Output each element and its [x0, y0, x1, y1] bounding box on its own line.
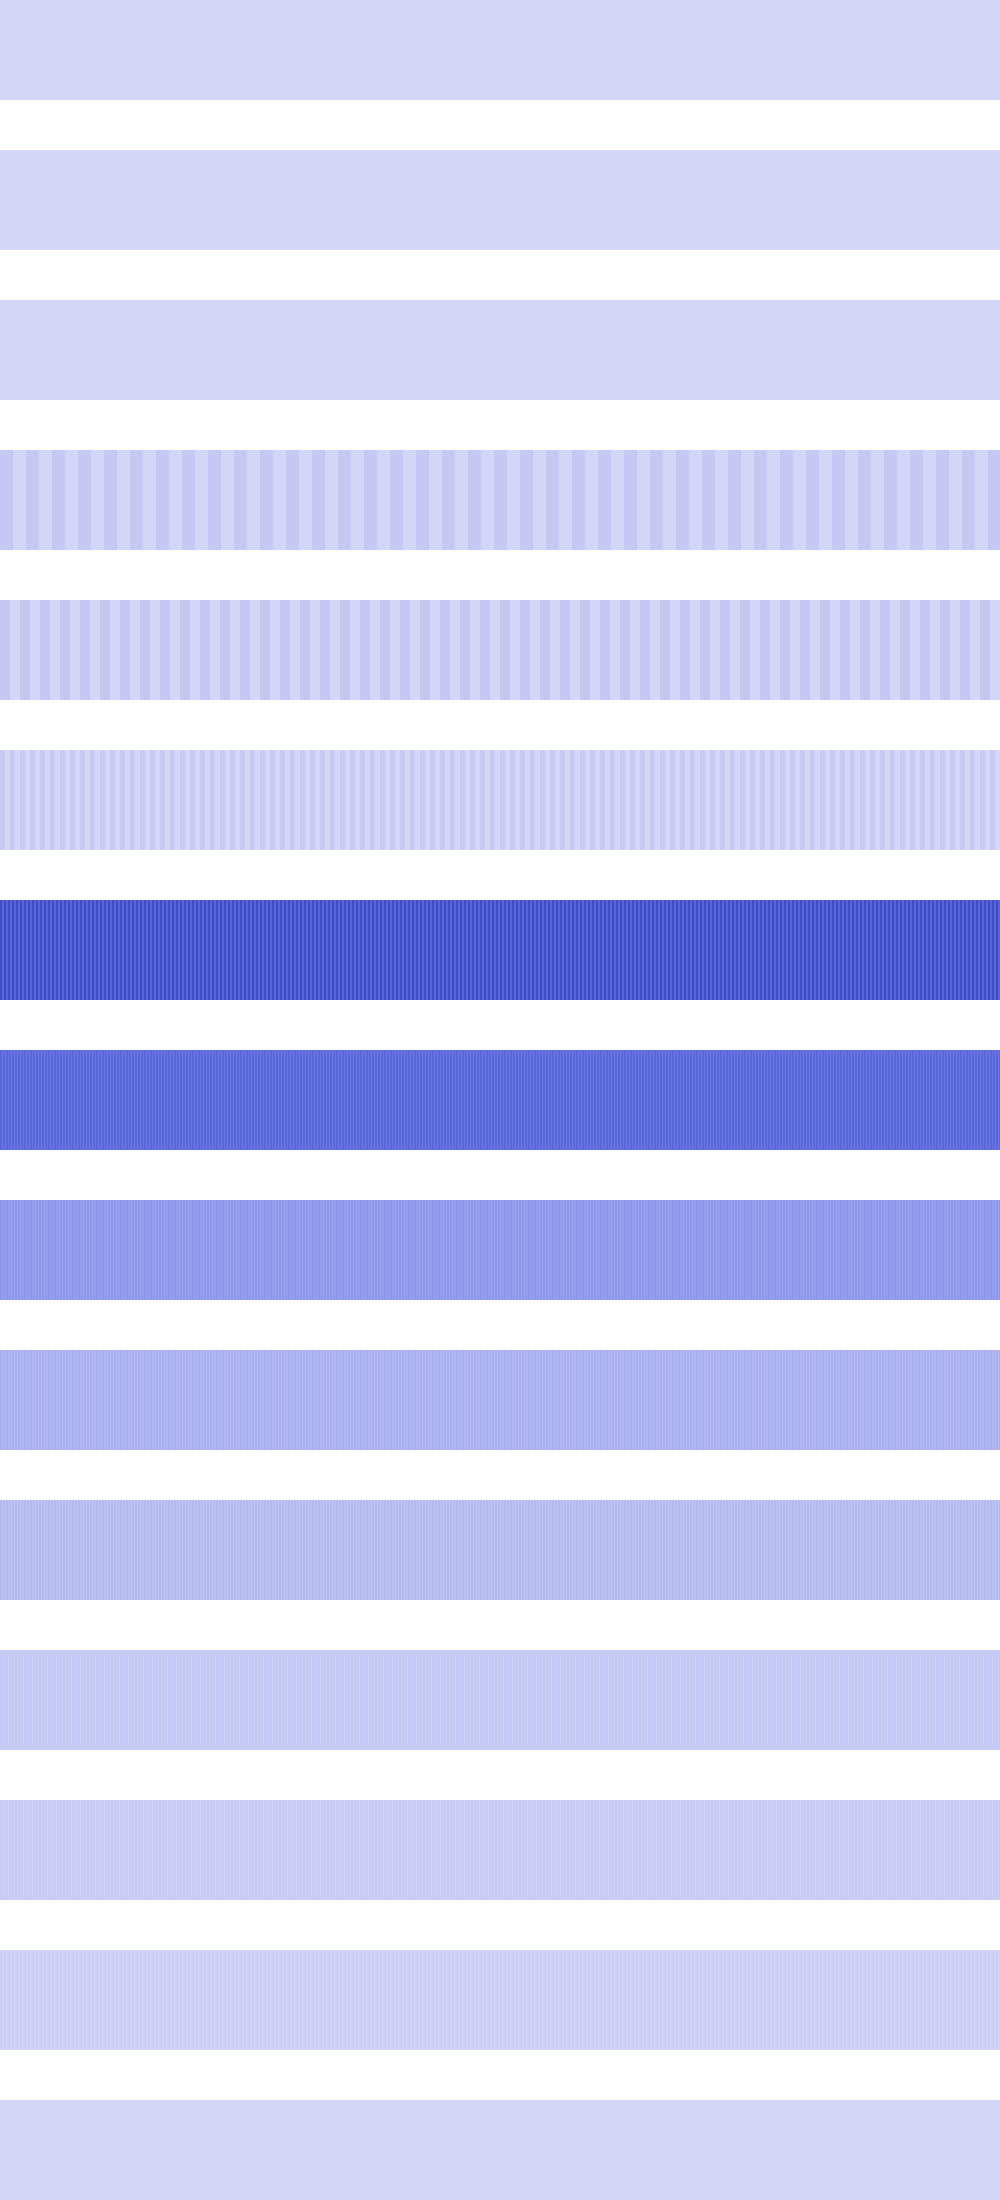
stripe-band-14: [0, 1950, 1000, 2050]
stripe-band-3: [0, 300, 1000, 400]
stripe-band-13: [0, 1800, 1000, 1900]
stripe-band-2: [0, 150, 1000, 250]
stripe-band-6: [0, 750, 1000, 850]
stripe-band-1: [0, 0, 1000, 100]
stripe-band-9: [0, 1200, 1000, 1300]
stripe-band-15: [0, 2100, 1000, 2200]
stripe-band-11: [0, 1500, 1000, 1600]
stripe-band-10: [0, 1350, 1000, 1450]
stripe-band-12: [0, 1650, 1000, 1750]
stripe-band-8: [0, 1050, 1000, 1150]
stripe-band-4: [0, 450, 1000, 550]
stripe-band-5: [0, 600, 1000, 700]
stripe-band-7: [0, 900, 1000, 1000]
